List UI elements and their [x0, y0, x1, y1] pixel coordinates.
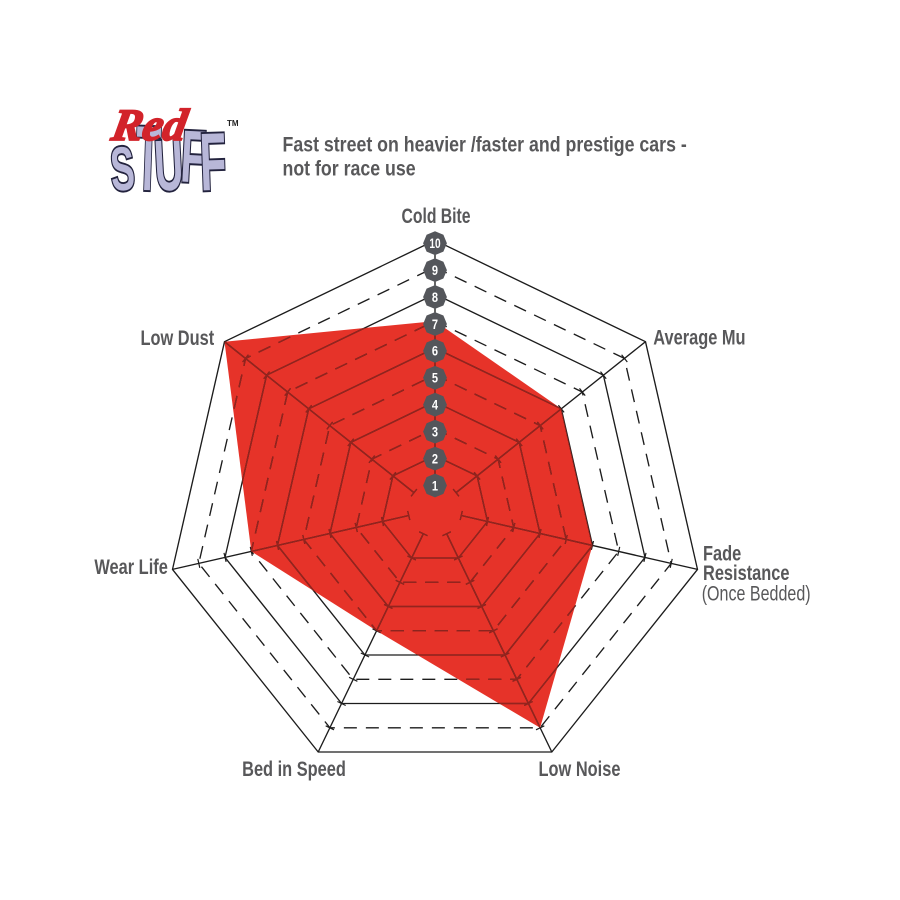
- svg-text:T: T: [134, 108, 162, 211]
- svg-text:10: 10: [429, 236, 441, 252]
- svg-text:Cold Bite: Cold Bite: [401, 204, 470, 228]
- svg-text:U: U: [152, 125, 185, 207]
- svg-text:TM: TM: [227, 119, 239, 128]
- svg-text:8: 8: [432, 290, 438, 305]
- svg-text:Low Noise: Low Noise: [539, 757, 621, 780]
- svg-text:3: 3: [432, 424, 438, 439]
- svg-text:9: 9: [432, 263, 438, 278]
- svg-text:6: 6: [432, 344, 438, 359]
- svg-text:Fast street on heavier /faster: Fast street on heavier /faster and prest…: [283, 133, 687, 157]
- svg-text:1: 1: [432, 478, 438, 493]
- svg-text:F: F: [198, 116, 228, 208]
- svg-text:S: S: [108, 133, 137, 204]
- svg-text:Average Mu: Average Mu: [653, 326, 745, 349]
- svg-text:4: 4: [432, 397, 438, 412]
- svg-text:Resistance: Resistance: [703, 561, 789, 584]
- svg-text:Low Dust: Low Dust: [141, 326, 215, 349]
- svg-text:Wear Life: Wear Life: [94, 555, 167, 578]
- svg-text:Fade: Fade: [703, 541, 741, 564]
- svg-text:2: 2: [432, 451, 438, 466]
- svg-text:Red: Red: [107, 100, 192, 150]
- svg-text:F: F: [179, 115, 208, 199]
- svg-text:Bed in Speed: Bed in Speed: [242, 757, 346, 780]
- svg-text:7: 7: [432, 317, 438, 332]
- svg-text:not for race use: not for race use: [283, 157, 416, 181]
- svg-text:(Once Bedded): (Once Bedded): [702, 581, 811, 605]
- svg-text:5: 5: [432, 371, 438, 386]
